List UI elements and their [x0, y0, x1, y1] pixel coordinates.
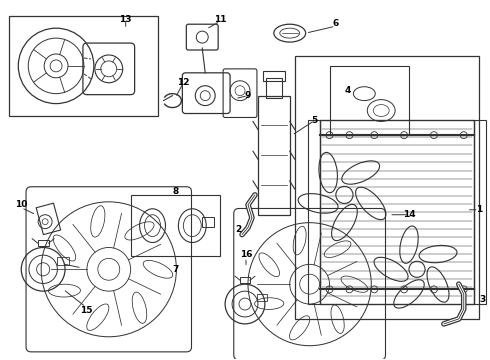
Circle shape	[346, 286, 353, 293]
Circle shape	[371, 132, 378, 139]
Text: 2: 2	[235, 225, 241, 234]
Text: 11: 11	[214, 15, 226, 24]
Bar	[266, 78, 282, 98]
Text: 15: 15	[80, 306, 92, 315]
Bar	[329, 66, 409, 135]
Bar	[202, 217, 214, 227]
Bar	[38, 240, 49, 246]
Circle shape	[346, 132, 353, 139]
Bar	[319, 121, 474, 304]
Bar	[240, 277, 250, 283]
Bar	[258, 96, 290, 215]
Text: 9: 9	[245, 91, 251, 100]
Text: 8: 8	[172, 188, 178, 197]
Text: 16: 16	[240, 250, 252, 259]
Circle shape	[401, 286, 408, 293]
Text: 3: 3	[480, 294, 486, 303]
Text: 1: 1	[475, 205, 482, 214]
Text: 6: 6	[332, 19, 339, 28]
Circle shape	[430, 286, 438, 293]
Circle shape	[460, 132, 467, 139]
Text: 4: 4	[344, 86, 351, 95]
Bar	[57, 257, 69, 265]
Bar	[474, 121, 486, 304]
Text: 12: 12	[177, 78, 190, 87]
Bar	[131, 195, 220, 256]
Bar	[9, 16, 158, 116]
Text: 14: 14	[403, 210, 416, 219]
Bar	[294, 56, 479, 319]
Circle shape	[326, 286, 333, 293]
Text: 5: 5	[312, 116, 318, 125]
Circle shape	[326, 132, 333, 139]
Bar	[257, 294, 267, 301]
Circle shape	[460, 286, 467, 293]
Circle shape	[371, 286, 378, 293]
Text: 10: 10	[15, 200, 27, 209]
Text: 7: 7	[172, 265, 178, 274]
Bar	[308, 121, 319, 304]
Bar	[263, 71, 285, 81]
Bar	[36, 203, 61, 235]
Circle shape	[401, 132, 408, 139]
Text: 13: 13	[120, 15, 132, 24]
Circle shape	[430, 132, 438, 139]
